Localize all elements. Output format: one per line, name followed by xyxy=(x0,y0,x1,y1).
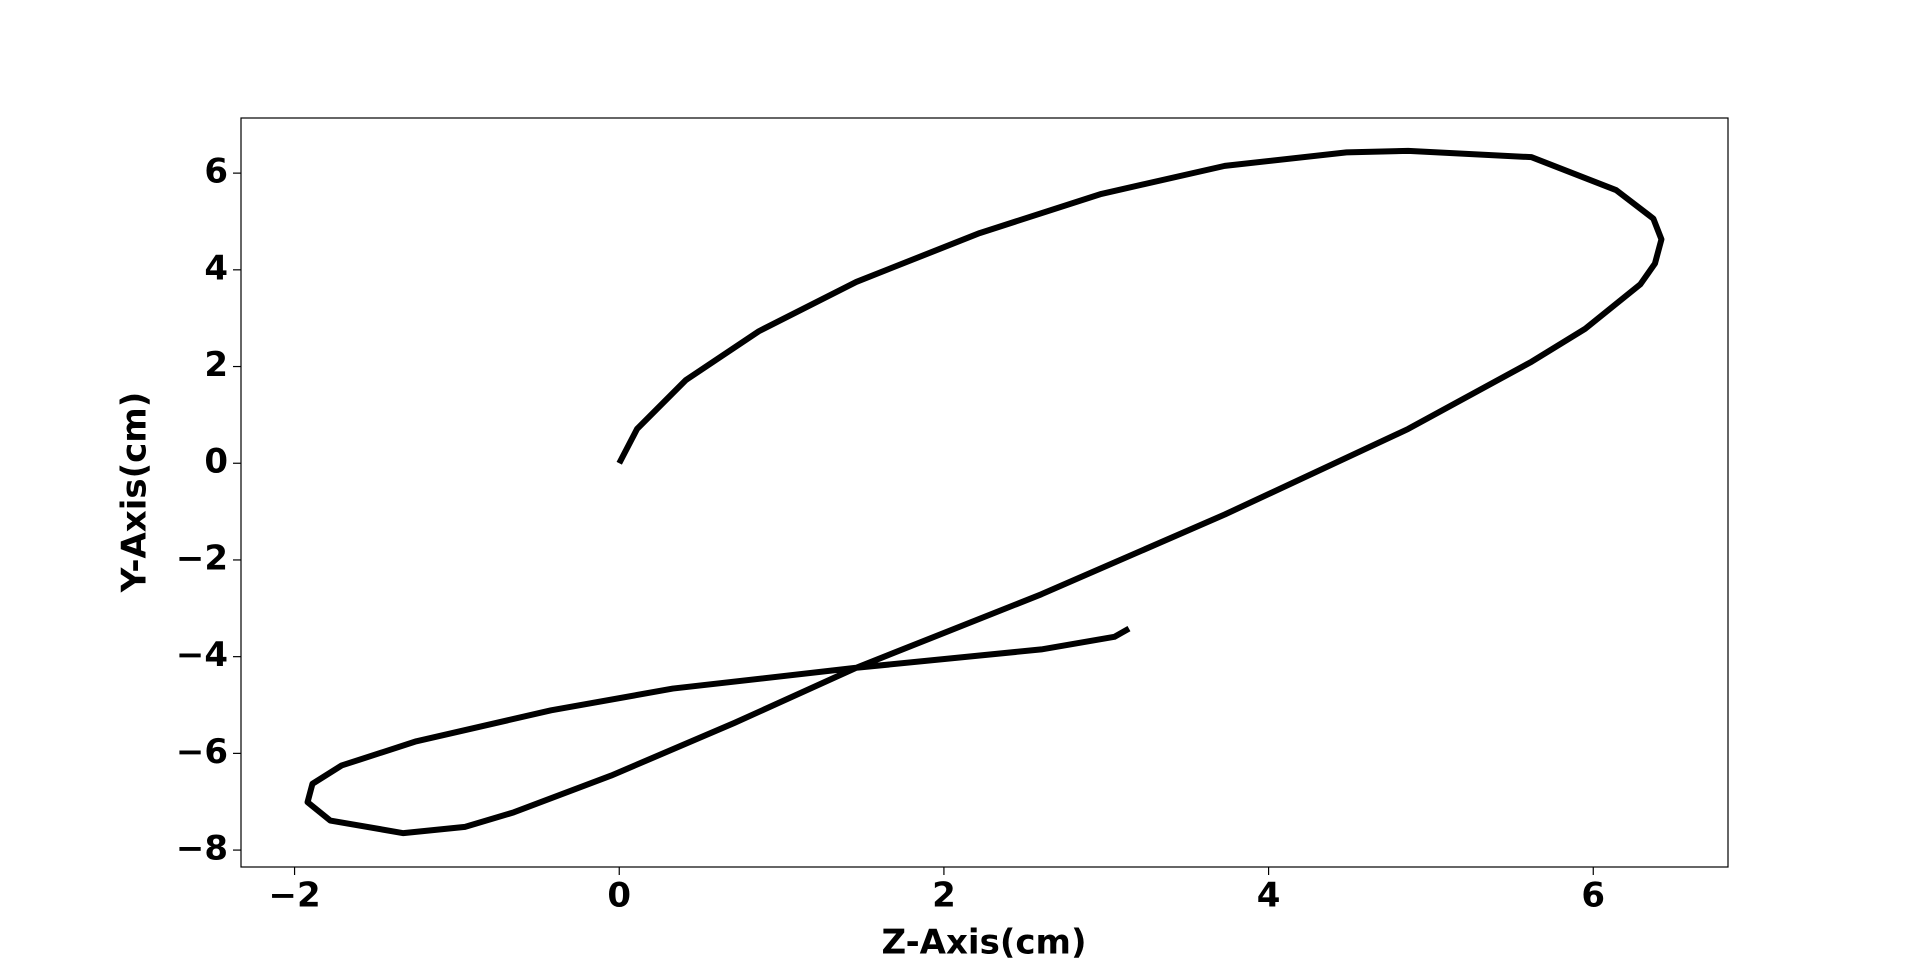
x-axis-label: Z-Axis(cm) xyxy=(882,923,1087,963)
y-tick-label: −2 xyxy=(176,538,228,578)
y-tick-label: 6 xyxy=(204,152,228,192)
x-tick-label: 2 xyxy=(932,876,956,916)
x-tick-label: 0 xyxy=(607,876,631,916)
x-tick-label: 6 xyxy=(1581,876,1605,916)
x-tick-label: −2 xyxy=(268,876,320,916)
y-tick-label: 4 xyxy=(204,248,228,288)
y-tick-label: 0 xyxy=(204,442,228,482)
plot-frame xyxy=(240,117,1729,868)
y-tick-label: −8 xyxy=(176,829,228,869)
trajectory-line xyxy=(304,147,1665,837)
x-tick-label: 4 xyxy=(1257,876,1281,916)
y-tick-label: −6 xyxy=(176,732,228,772)
y-axis-label: Y-Axis(cm) xyxy=(115,392,155,594)
y-tick-label: 2 xyxy=(204,345,228,385)
y-tick-label: −4 xyxy=(176,635,228,675)
